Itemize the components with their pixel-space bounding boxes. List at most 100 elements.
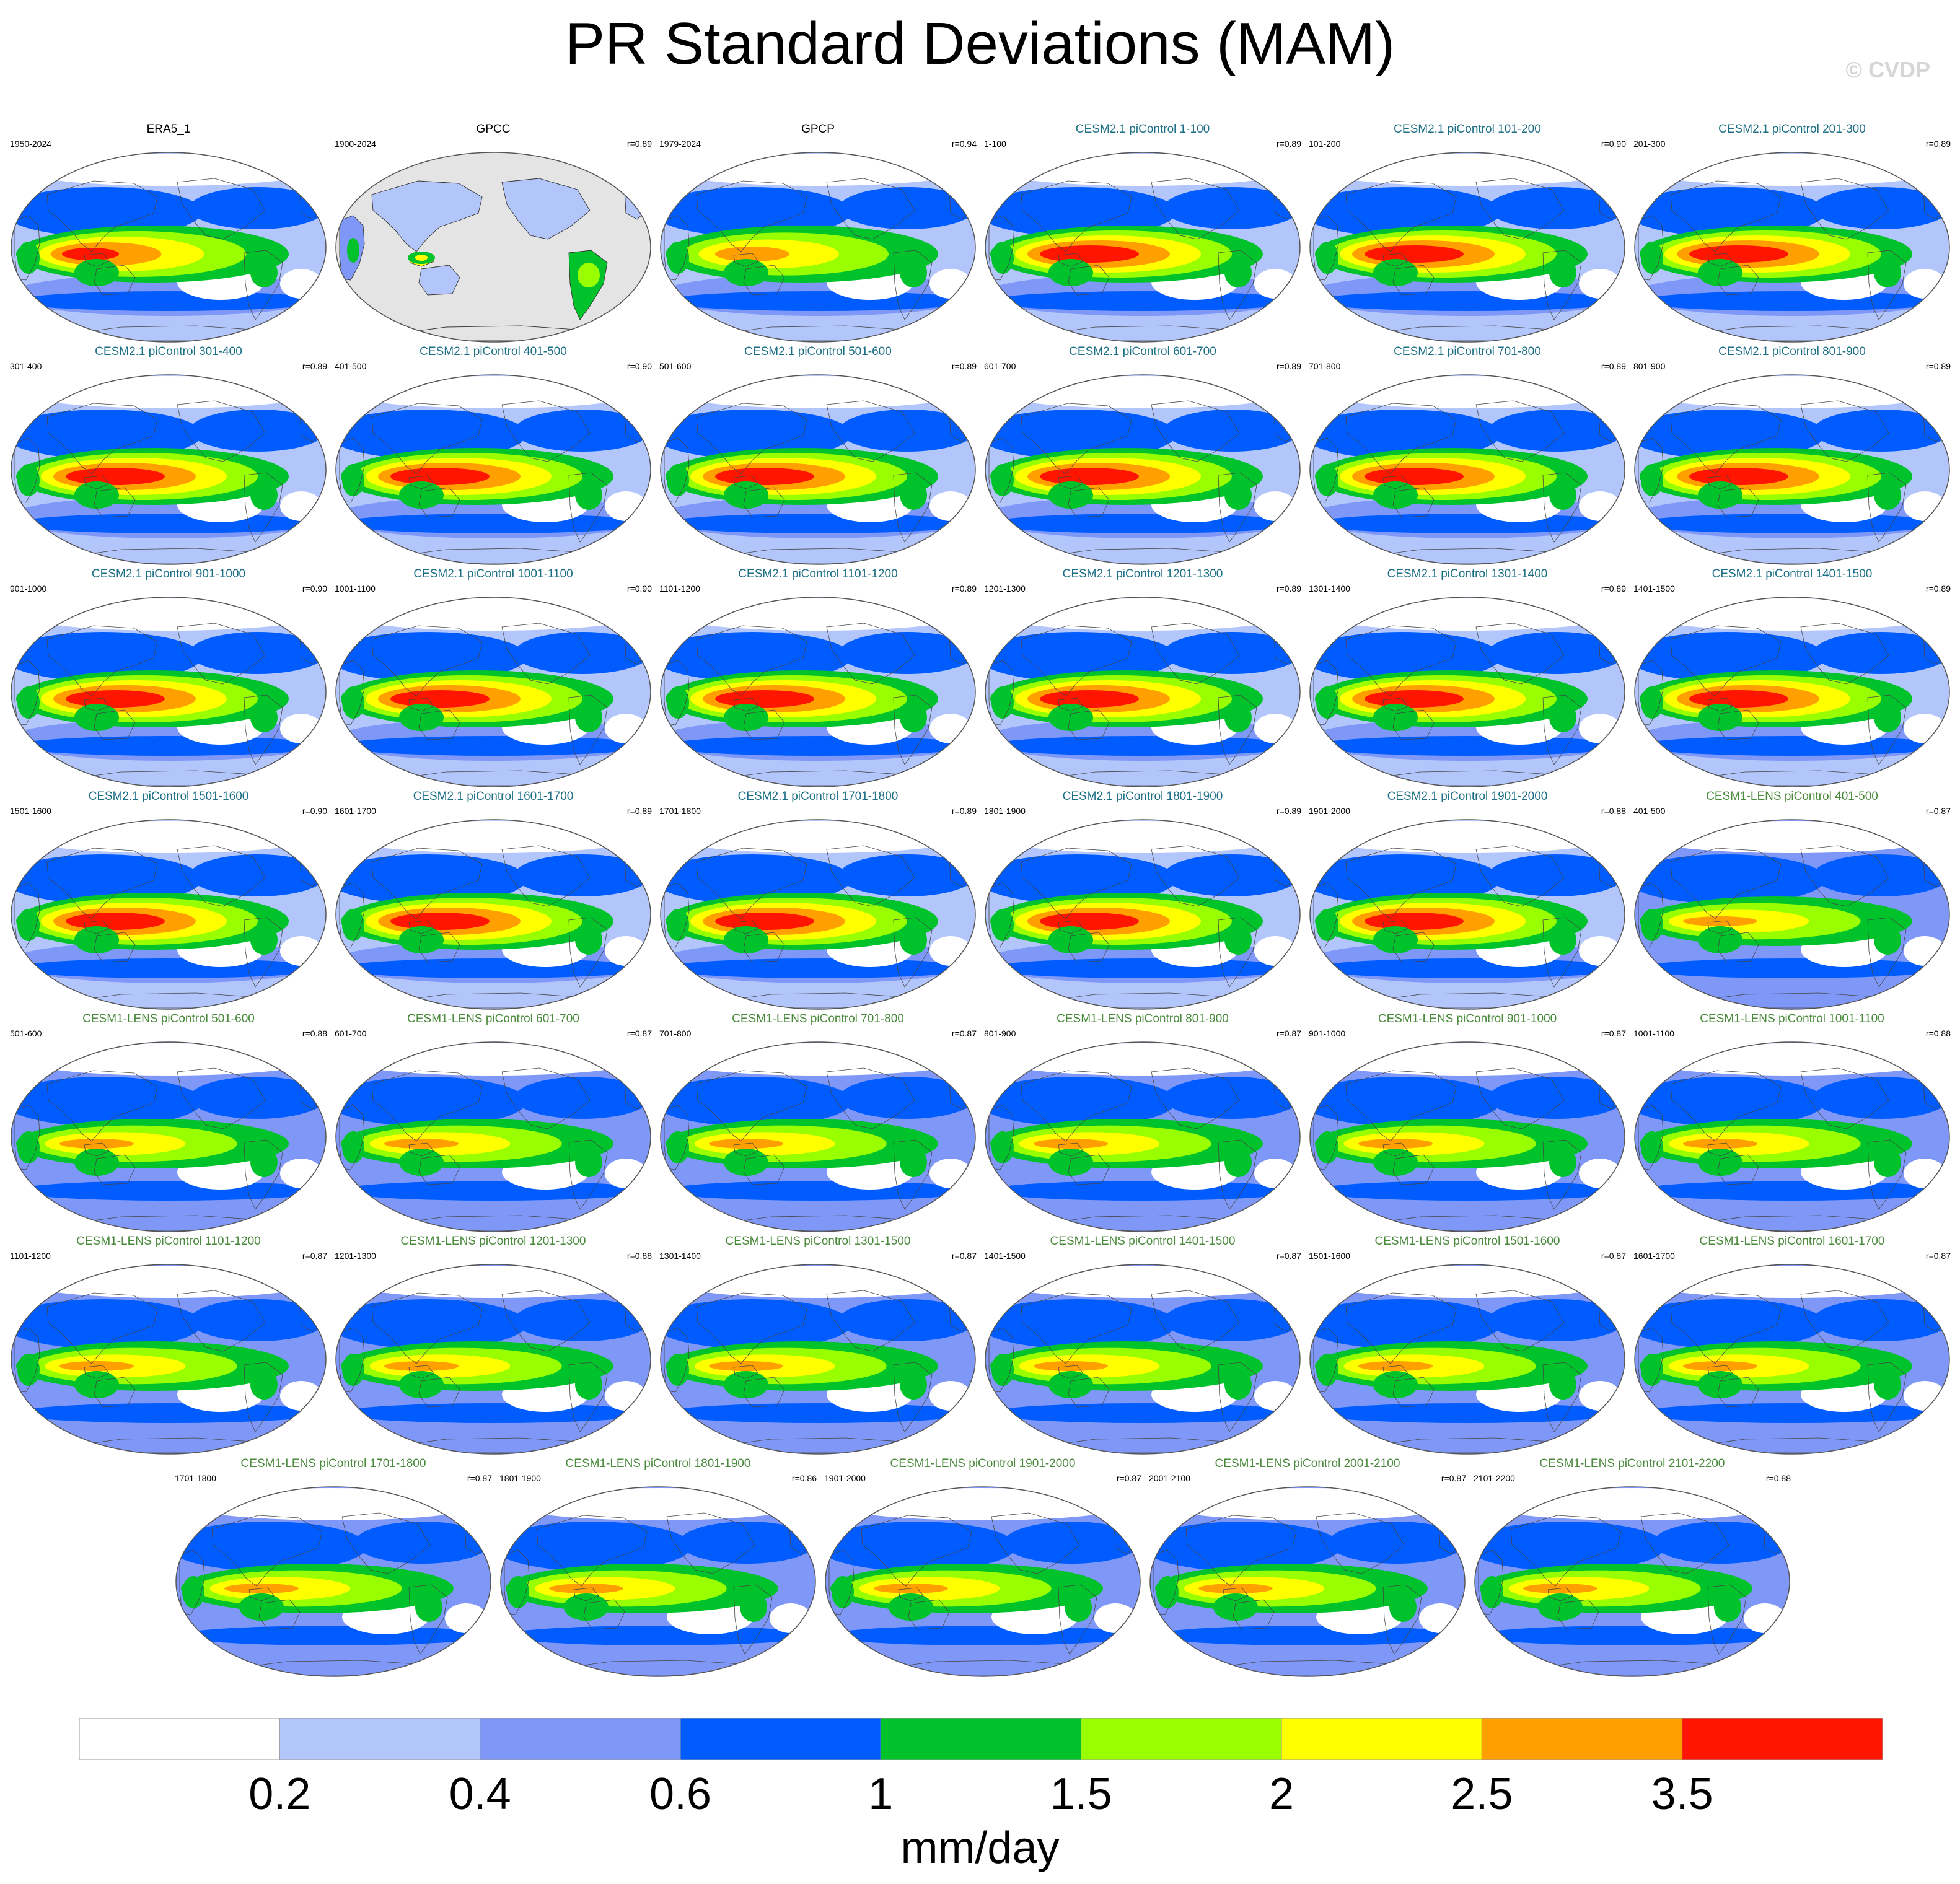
coastline-namer [1316,1512,1405,1574]
arctic-dry [1319,154,1616,186]
panel-title: CESM2.1 piControl 601-700 [1069,345,1216,358]
panel-correlation: r=0.89 [951,806,977,816]
arctic-dry [20,1266,317,1298]
panel-period: 601-700 [984,361,1016,371]
north-atlantic-storm-track [1488,854,1625,896]
africa-wet [667,909,689,941]
panel-title: CESM1-LENS piControl 2101-2200 [1539,1457,1725,1470]
precip-field [1150,1487,1465,1676]
precip-field [336,820,651,1009]
map-panel: CESM1-LENS piControl 1701-1800 1701-1800 r… [175,1457,492,1678]
north-atlantic-storm-track [514,1299,651,1341]
africa-wet [17,1131,40,1163]
southern-storm-track [14,514,323,533]
south-america-wet [1224,1147,1252,1177]
arctic-dry [345,376,642,408]
coastline-seasia [84,920,110,934]
south-america-wet [1549,1370,1576,1400]
coastline-asia [1021,625,1132,697]
north-pacific-storm-track [336,632,527,681]
north-pacific-storm-track [176,1522,367,1571]
se-atlantic-dry [605,1159,647,1188]
southern-storm-track [14,1403,323,1423]
africa-wet [991,909,1014,941]
spcz [1213,1593,1258,1621]
coastline-samer [1867,917,1907,988]
panel-title: CESM2.1 piControl 1601-1700 [413,790,574,803]
north-pacific-storm-track [1635,632,1826,681]
precip-field [1475,1487,1790,1676]
itcz-level-4 [1689,468,1788,485]
itcz-level-3 [715,247,789,261]
arctic-dry [669,821,967,853]
coastline-samer [1542,694,1582,765]
spcz [1373,704,1418,731]
coastline-austr [1068,265,1110,296]
south-america-wet [1389,1592,1417,1622]
coastline-austr [1717,709,1759,740]
map-plot [1474,1486,1790,1677]
coastline-samer [1218,694,1257,765]
map-plot [335,1041,651,1232]
map-panel: CESM1-LENS piControl 1401-1500 1401-1500 r… [984,1235,1301,1455]
precip-field [1310,1042,1625,1232]
panel-correlation: r=0.87 [626,1028,652,1038]
arctic-dry [1483,1488,1781,1520]
panel-title: CESM2.1 piControl 801-900 [1718,345,1866,358]
south-america-wet [1224,703,1252,732]
itcz-level-4 [390,690,490,708]
africa-peak [347,238,359,263]
north-pacific-storm-track [336,1299,527,1349]
coastline-asia [696,1292,807,1364]
map-panel: CESM2.1 piControl 201-300 201-300 r=0.89 [1633,123,1951,343]
north-pacific-storm-track [11,410,202,459]
coastline-namer [1800,178,1889,240]
coastline-africa [1638,437,1664,503]
north-pacific-storm-track [1310,410,1501,459]
se-atlantic-dry [1254,1381,1296,1411]
map-panel: CESM1-LENS piControl 1001-1100 1001-1100 r… [1633,1012,1951,1233]
map-plot [985,1041,1301,1232]
north-pacific-storm-track [11,854,202,904]
precip-field [176,1487,491,1676]
africa-wet [991,1354,1014,1386]
coastline-namer [501,400,591,462]
precip-field [661,1042,975,1232]
coastline-africa [988,215,1014,281]
spcz [399,926,444,953]
coastline-asia [46,848,158,919]
panel-correlation: r=0.87 [951,1251,977,1261]
arctic-dry [1643,821,1941,853]
africa-wet [991,242,1014,274]
land-asia [371,180,483,252]
southern-storm-track [828,1626,1138,1645]
se-atlantic-dry [280,714,322,743]
southern-storm-track [338,1403,648,1423]
map-plot [11,819,327,1010]
coastline-africa [1313,437,1339,503]
spcz [724,926,768,953]
spcz [1048,704,1093,731]
north-atlantic-storm-track [514,632,651,674]
map-panel: GPCC 1900-2024 r=0.89 [335,123,652,343]
coastline-asia [1021,1292,1132,1364]
map-panel: CESM2.1 piControl 801-900 801-900 r=0.89 [1633,345,1951,566]
south-america-wet [1549,703,1576,732]
coastline-africa [339,660,365,725]
map-frame [660,1264,976,1455]
coastline-seasia [898,1587,924,1601]
precip-field [661,152,975,342]
map-panel: ERA5_1 1950-2024 [10,123,327,343]
africa-wet [667,464,689,496]
coastline-seasia [1058,920,1084,934]
coastline-africa [664,1105,690,1170]
coastline-africa [504,1549,530,1615]
coastline-namer [826,1067,915,1129]
coastline-africa [1313,1105,1339,1170]
north-atlantic-storm-track [1488,187,1625,229]
coastline-namer [501,623,591,685]
coastline-africa [664,437,690,503]
north-atlantic-storm-track [1164,410,1300,452]
arctic-dry [1319,1266,1616,1298]
se-atlantic-dry [929,269,972,299]
